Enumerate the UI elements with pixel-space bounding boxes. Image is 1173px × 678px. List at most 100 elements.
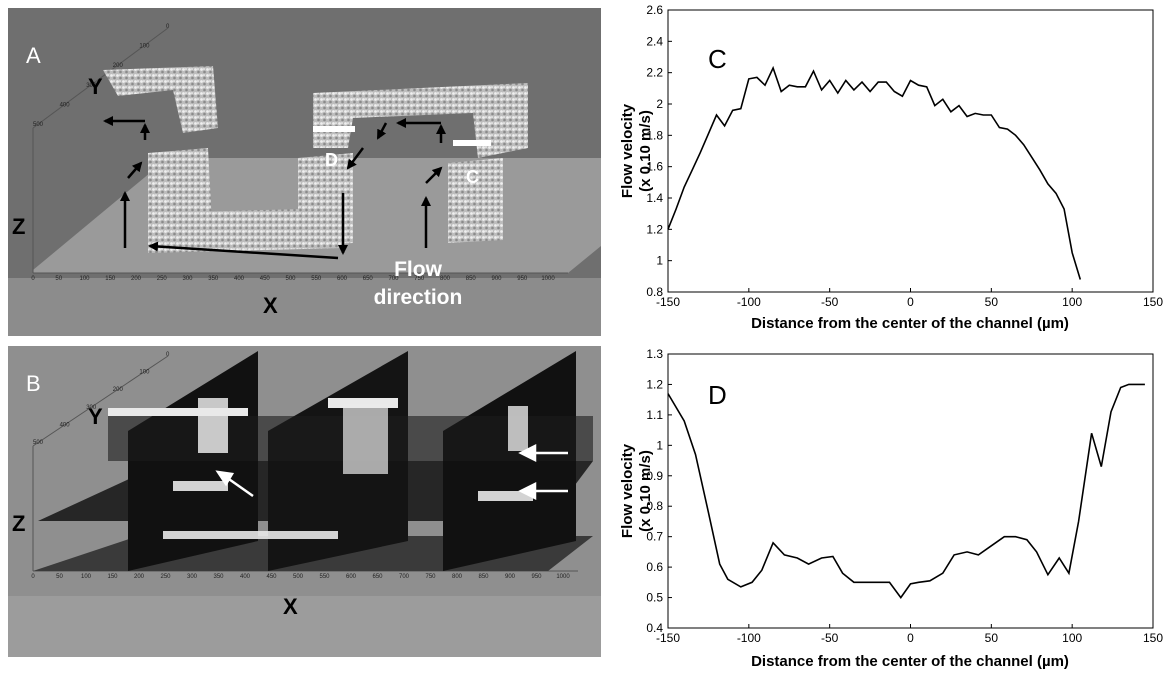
marker-d-label: D — [325, 150, 338, 170]
y-tick-label: 500 — [33, 440, 44, 446]
y-tick-labels: 0 100 200 300 400 500 — [33, 24, 170, 128]
y-tick-label: 1 — [656, 254, 663, 268]
channel-right-vertical — [448, 158, 503, 243]
x-tick-label: 0 — [31, 574, 35, 580]
highlight-middle-vertical — [343, 404, 388, 474]
x-tick-label: 850 — [466, 276, 477, 282]
y-axis-label-line2: (x 0.10 m/s) — [637, 450, 654, 532]
highlight-bottom — [163, 531, 338, 539]
marker-c-bar — [453, 140, 491, 146]
x-tick-label: 650 — [363, 276, 374, 282]
panel-b-svg: 0 50 100 150 200 250 300 350 400 450 500 550 600 650 7… — [8, 346, 601, 657]
x-tick-label: 1000 — [541, 276, 555, 282]
x-tick-label: 50 — [56, 574, 63, 580]
panel-a-svg: 0 50 100 150 200 250 300 350 400 450 500 550 600 650 7… — [8, 8, 601, 336]
y-tick-label: 0.8 — [646, 285, 663, 299]
x-tick-labels: 0 50 100 150 200 250 300 350 400 450 500 550 600 650 7… — [31, 574, 570, 580]
y-tick-label: 0.7 — [646, 530, 663, 544]
arrow-diag-right — [425, 166, 443, 184]
y-tick-label: 300 — [86, 83, 97, 89]
panel-b-slice-render: 0 50 100 150 200 250 300 350 400 450 500 550 600 650 7… — [8, 346, 601, 657]
y-tick-label: 1.2 — [646, 377, 663, 391]
x-tick-label: 300 — [187, 574, 198, 580]
axis-y-label: Y — [88, 404, 103, 429]
y-tick-label: 0 — [166, 24, 170, 30]
x-tick-label: 850 — [478, 574, 489, 580]
x-tick-label: 350 — [213, 574, 224, 580]
axis-y-label: Y — [88, 74, 103, 99]
arrow-upper-right-head — [518, 443, 537, 463]
axis-x-label: X — [263, 293, 278, 318]
x-tick-label: 200 — [131, 276, 142, 282]
x-tick-label: -100 — [737, 295, 761, 309]
x-tick-label: 0 — [31, 276, 35, 282]
series-line — [667, 65, 1082, 280]
x-tick-label: 100 — [81, 574, 92, 580]
x-tick-label: 800 — [440, 276, 451, 282]
y-tick-label: 0.4 — [646, 621, 663, 635]
x-tick-label: -50 — [821, 295, 839, 309]
x-tick-label: 900 — [505, 574, 516, 580]
x-axis-label: Distance from the center of the channel … — [751, 653, 1069, 670]
y-tick-label: 2.2 — [646, 66, 663, 80]
y-tick-label: 1.2 — [646, 222, 663, 236]
x-tick-label: 950 — [531, 574, 542, 580]
x-tick-label: 750 — [414, 276, 425, 282]
panel-letter: B — [26, 371, 41, 396]
channel-highlights — [108, 398, 533, 539]
x-tick-label: 0 — [907, 295, 914, 309]
x-tick-label: -150 — [656, 295, 680, 309]
x-tick-label: 250 — [157, 276, 168, 282]
x-tick-label: 600 — [346, 574, 357, 580]
y-tick-label: 0.5 — [646, 591, 663, 605]
channel-middle-vertical — [298, 153, 353, 246]
highlight-left-vertical — [198, 398, 228, 453]
panel-letter: D — [708, 380, 727, 410]
x-tick-label: 100 — [1062, 295, 1082, 309]
panel-letter: C — [708, 44, 727, 74]
x-tick-label: 950 — [517, 276, 528, 282]
y-tick-label: 0.9 — [646, 469, 663, 483]
arrow-lower-right-head — [518, 481, 537, 501]
y-tick-label: 300 — [86, 405, 97, 411]
velocity-profile-line — [667, 383, 1145, 599]
x-tick-label: 150 — [105, 276, 116, 282]
x-tick-label: 700 — [388, 276, 399, 282]
arrow-diag-middle — [346, 147, 364, 170]
y-tick-label: 400 — [60, 102, 71, 108]
floor-front — [8, 278, 601, 336]
white-arrows — [215, 443, 568, 501]
marker-c-label: C — [466, 167, 479, 187]
y-tick-label: 1.4 — [646, 191, 663, 205]
x-tick-label: 150 — [1143, 295, 1163, 309]
chart-d-svg: -150 -100 -50 0 50 100 150 0.4 0.5 0.6 0.7 0.8 0.9 1 1… — [619, 347, 1163, 670]
channel-bottom — [148, 208, 343, 253]
x-tick-label: 100 — [79, 276, 90, 282]
plot-frame — [667, 9, 1154, 293]
highlight-top-middle — [328, 398, 398, 408]
x-tick-label: 250 — [160, 574, 171, 580]
axis-z-label: Z — [12, 214, 25, 239]
highlight-top-left — [108, 408, 248, 416]
flow-direction-line1: Flow — [394, 258, 442, 281]
x-tick-label: 50 — [985, 631, 999, 645]
x-tick-label: 150 — [107, 574, 118, 580]
series-line — [667, 383, 1145, 599]
arrow-diag-head — [215, 470, 235, 487]
x-tick-label: 1000 — [556, 574, 570, 580]
y-tick-label: 1.8 — [646, 128, 663, 142]
highlight-left-slice — [173, 481, 228, 491]
y-axis-label-line2: (x 0.10 m/s) — [637, 110, 654, 192]
x-tick-label: 800 — [452, 574, 463, 580]
x-tick-label: 100 — [1062, 631, 1082, 645]
x-tick-label: 300 — [182, 276, 193, 282]
marker-d-bar — [313, 126, 355, 132]
velocity-profile-line — [667, 65, 1082, 280]
panel-a-3d-flow-render: 0 50 100 150 200 250 300 350 400 450 500 550 600 650 7… — [8, 8, 601, 336]
y-tick-label: 1.3 — [646, 347, 663, 361]
x-tick-labels: 0 50 100 150 200 250 300 350 400 450 500 550 600 650 7… — [31, 276, 555, 282]
x-tick-label: 550 — [319, 574, 330, 580]
x-tick-label: 400 — [240, 574, 251, 580]
x-tick-label: -100 — [737, 631, 761, 645]
x-tick-label: 500 — [293, 574, 304, 580]
